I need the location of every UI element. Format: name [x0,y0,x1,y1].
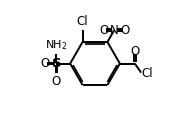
Text: O: O [130,45,139,58]
Text: O: O [52,75,61,88]
Text: O: O [99,24,108,37]
Text: Cl: Cl [77,15,88,28]
Text: N: N [110,24,119,37]
Text: Cl: Cl [142,67,153,80]
Text: S: S [52,57,61,70]
Text: NH$_2$: NH$_2$ [45,38,68,52]
Text: O: O [41,57,50,70]
Text: O: O [120,24,129,37]
